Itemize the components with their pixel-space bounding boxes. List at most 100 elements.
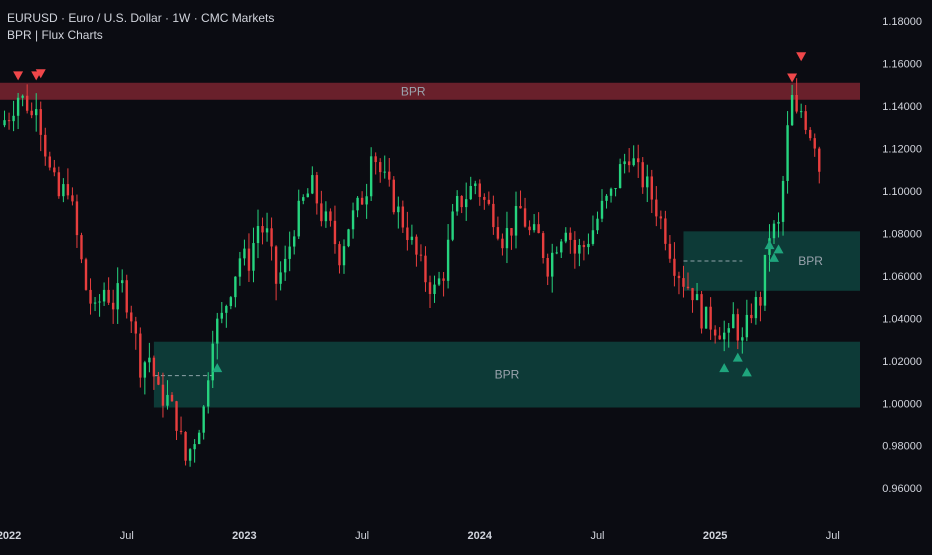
indicator-title[interactable]: BPR | Flux Charts <box>7 28 103 42</box>
candle-body <box>469 185 472 200</box>
time-axis[interactable]: 2022 Jul 2023 Jul 2024 Jul 2025 Jul <box>0 530 840 542</box>
candle-body <box>609 188 613 196</box>
candle-body <box>659 216 663 219</box>
candle-body <box>519 206 522 209</box>
bull-signal-marker <box>212 363 223 373</box>
candle-body <box>573 239 577 254</box>
candle-body <box>265 228 269 233</box>
candle-body <box>89 289 92 304</box>
candle-body <box>433 284 436 294</box>
price-tick-label: 1.02000 <box>882 356 922 368</box>
candle-body <box>695 294 699 301</box>
candle-body <box>48 156 51 168</box>
candle-body <box>523 208 527 227</box>
candle-body <box>551 252 554 277</box>
candle-body <box>111 302 115 310</box>
candle-body <box>57 172 61 197</box>
candle-body <box>795 95 798 112</box>
candle-body <box>35 109 38 116</box>
candle-body <box>682 278 685 287</box>
candle-body <box>98 301 101 303</box>
price-tick-label: 1.10000 <box>882 186 922 198</box>
candle-body <box>315 175 319 204</box>
candle-body <box>53 167 56 173</box>
price-tick-label: 1.06000 <box>882 271 922 283</box>
candle-body <box>528 226 531 231</box>
price-tick-label: 1.18000 <box>882 16 922 28</box>
candle-body <box>360 197 364 205</box>
candle-body <box>537 224 540 234</box>
candle-body <box>781 180 785 222</box>
time-tick-label: 2024 <box>468 530 493 542</box>
candle-body <box>202 406 205 433</box>
bpr-zone-label: BPR <box>495 368 520 382</box>
candle-body <box>650 176 653 200</box>
candle-body <box>677 275 681 279</box>
candle-body <box>732 314 735 329</box>
price-tick-label: 0.96000 <box>882 483 922 495</box>
bull-signal-marker <box>769 252 779 262</box>
candle-body <box>102 289 106 302</box>
candle-body <box>261 226 264 233</box>
candle-body <box>356 197 359 211</box>
candle-body <box>184 431 187 461</box>
bull-signal-marker <box>764 240 775 250</box>
bear-signal-marker <box>787 73 798 83</box>
time-tick-label: 2022 <box>0 530 21 542</box>
candle-body <box>30 110 33 116</box>
candle-body <box>587 243 590 248</box>
candle-body <box>605 195 608 201</box>
candle-body <box>157 376 160 385</box>
candle-body <box>505 228 509 249</box>
candle-body <box>107 289 110 303</box>
candles <box>3 78 821 467</box>
candle-body <box>216 318 219 344</box>
candle-body <box>170 394 174 402</box>
price-tick-label: 1.12000 <box>882 144 922 156</box>
candle-body <box>211 343 214 381</box>
candle-body <box>664 218 667 244</box>
candle-body <box>297 200 300 237</box>
candle-body <box>564 232 567 242</box>
bpr-zone-label: BPR <box>401 84 426 98</box>
candle-body <box>256 226 260 244</box>
candle-body <box>12 115 15 122</box>
candle-body <box>655 199 658 217</box>
candle-body <box>44 134 47 157</box>
candle-body <box>582 245 586 248</box>
candle-body <box>152 357 156 377</box>
candle-body <box>600 200 604 219</box>
candle-body <box>772 223 776 239</box>
candle-body <box>392 179 395 213</box>
candle-body <box>578 245 581 254</box>
time-tick-label: Jul <box>120 530 134 542</box>
candle-body <box>777 221 780 224</box>
candle-body <box>188 449 192 461</box>
candle-body <box>338 244 341 266</box>
candle-body <box>428 282 432 294</box>
candle-body <box>143 362 147 378</box>
price-axis[interactable]: 1.18000 1.16000 1.14000 1.12000 1.10000 1.080… <box>882 16 922 495</box>
candle-body <box>75 201 79 236</box>
candle-body <box>220 312 223 319</box>
candle-body <box>139 333 142 378</box>
candle-body <box>238 258 242 277</box>
candle-body <box>691 288 694 301</box>
candle-body <box>383 171 386 173</box>
candle-body <box>727 328 730 333</box>
candle-body <box>741 337 744 341</box>
candle-body <box>736 314 739 341</box>
candle-body <box>750 314 753 319</box>
candle-body <box>487 199 491 204</box>
candle-body <box>718 335 721 340</box>
candle-body <box>243 248 246 259</box>
candle-body <box>465 199 468 208</box>
candle-body <box>451 211 454 240</box>
chart-header: EURUSD · Euro / U.S. Dollar · 1W · CMC M… <box>7 10 274 44</box>
candle-body <box>591 230 595 244</box>
candle-body <box>460 195 463 208</box>
candle-body <box>560 241 563 253</box>
candle-body <box>455 195 459 212</box>
